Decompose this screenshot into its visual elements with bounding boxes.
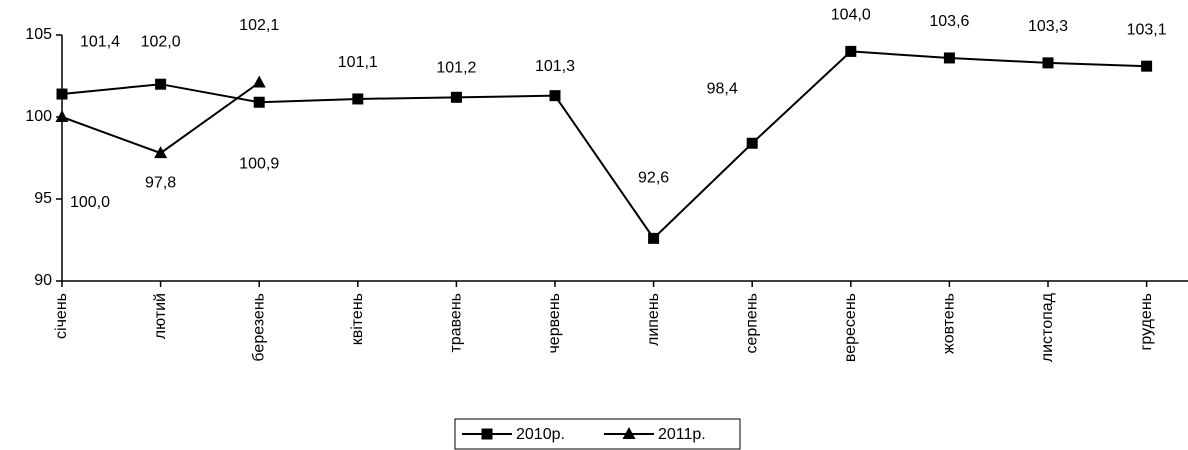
marker xyxy=(1042,57,1054,69)
y-tick-label: 105 xyxy=(25,26,52,43)
y-tick-label: 100 xyxy=(25,108,52,125)
marker xyxy=(56,88,68,100)
data-label: 101,2 xyxy=(436,60,476,77)
data-label: 97,8 xyxy=(145,174,176,191)
marker xyxy=(549,90,561,102)
data-label: 101,4 xyxy=(80,33,120,50)
marker xyxy=(648,232,660,244)
data-label: 103,1 xyxy=(1127,21,1167,38)
x-tick-label: жовтень xyxy=(941,293,958,354)
marker xyxy=(943,52,955,64)
x-tick-label: серпень xyxy=(743,293,760,354)
x-tick-label: липень xyxy=(645,293,662,346)
marker xyxy=(481,428,493,440)
marker xyxy=(845,45,857,57)
y-tick-label: 95 xyxy=(34,190,52,207)
data-label: 98,4 xyxy=(707,80,738,97)
x-tick-label: січень xyxy=(53,293,70,339)
x-tick-label: квітень xyxy=(349,293,366,345)
data-label: 100,9 xyxy=(239,155,279,172)
data-label: 102,1 xyxy=(239,17,279,34)
legend-label: 2011р. xyxy=(658,426,706,443)
legend-item: 2011р. xyxy=(604,426,706,443)
data-label: 92,6 xyxy=(638,170,669,187)
x-tick-label: лютий xyxy=(152,293,169,339)
data-label: 103,6 xyxy=(929,13,969,30)
data-label: 103,3 xyxy=(1028,18,1068,35)
marker xyxy=(55,110,69,122)
legend-label: 2010р. xyxy=(516,426,565,443)
marker xyxy=(253,96,265,108)
data-label: 101,1 xyxy=(338,54,378,71)
marker xyxy=(622,427,636,439)
data-label: 104,0 xyxy=(831,7,871,24)
series-line xyxy=(61,50,1147,240)
x-tick-label: червень xyxy=(546,293,563,354)
marker xyxy=(1141,60,1153,72)
marker xyxy=(352,93,364,105)
x-tick-label: березень xyxy=(250,293,267,362)
y-tick-label: 90 xyxy=(34,272,52,289)
marker xyxy=(154,146,168,159)
data-label: 101,3 xyxy=(535,58,575,75)
series-line xyxy=(61,81,260,155)
legend: 2010р. 2011р. xyxy=(454,418,741,450)
marker xyxy=(450,91,462,103)
marker xyxy=(155,78,167,90)
data-label: 100,0 xyxy=(70,194,110,211)
legend-item: 2010р. xyxy=(462,426,565,443)
x-tick-label: грудень xyxy=(1138,293,1155,350)
x-tick-label: листопад xyxy=(1039,292,1056,362)
x-tick-label: травень xyxy=(448,293,465,353)
x-tick-label: вересень xyxy=(842,293,859,362)
marker xyxy=(746,137,758,149)
data-label: 102,0 xyxy=(141,33,181,50)
marker xyxy=(252,75,266,88)
